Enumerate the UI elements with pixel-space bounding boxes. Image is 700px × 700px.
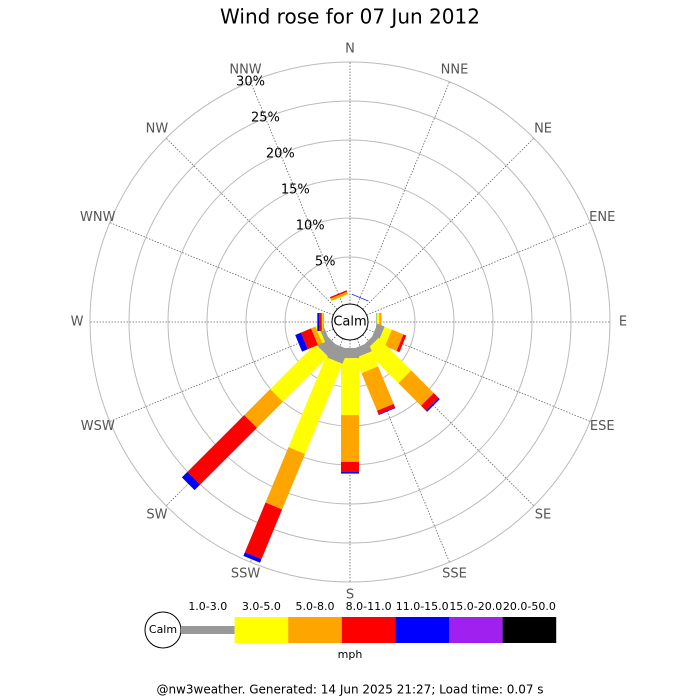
direction-label: SSW (231, 567, 261, 582)
bar-segment (295, 332, 308, 352)
bar-segment (311, 326, 323, 346)
bar-segment (341, 415, 359, 462)
bar-segment (317, 313, 320, 331)
direction-label: SSE (442, 567, 467, 582)
direction-label: SE (535, 508, 551, 523)
bar-segment (244, 502, 283, 560)
direction-label: ENE (589, 210, 615, 225)
bar-segment (421, 393, 439, 411)
spoke (109, 222, 334, 316)
legend-swatch (181, 626, 235, 634)
direction-label: NW (146, 121, 169, 136)
legend-swatch (234, 617, 289, 643)
direction-label: S (346, 588, 354, 603)
legend-swatch (341, 617, 396, 643)
spoke (109, 328, 334, 422)
spoke (366, 222, 591, 316)
spoke (356, 81, 450, 306)
grid-ring (89, 61, 611, 583)
spoke (362, 137, 535, 310)
legend-swatch (502, 617, 557, 643)
legend-label: 1.0-3.0 (188, 600, 227, 613)
legend-label: 11.0-15.0 (396, 600, 449, 613)
direction-label: WSW (81, 419, 115, 434)
legend-calm-label: Calm (149, 623, 177, 636)
bar-segment (330, 291, 349, 301)
legend-label: 8.0-11.0 (346, 600, 392, 613)
legend-label: 15.0-20.0 (449, 600, 502, 613)
legend-label: 3.0-5.0 (242, 600, 281, 613)
bar-segment (341, 358, 359, 416)
bar-segment (329, 290, 348, 299)
bar-segment (181, 471, 201, 491)
r-tick-label: 15% (281, 182, 310, 197)
bar-segment (288, 356, 343, 454)
r-tick-label: 10% (296, 218, 325, 233)
direction-label: WNW (80, 210, 116, 225)
chart-title: Wind rose for 07 Jun 2012 (220, 5, 480, 29)
direction-label: NNW (229, 62, 261, 77)
bar-segment (341, 348, 359, 359)
legend-label: 5.0-8.0 (296, 600, 335, 613)
direction-label: SW (146, 508, 167, 523)
bar-segment (396, 334, 407, 353)
bar-segment (270, 343, 329, 402)
r-tick-label: 20% (266, 146, 295, 161)
direction-label: W (71, 315, 84, 330)
r-tick-label: 30% (236, 74, 265, 89)
legend-label: 20.0-50.0 (503, 600, 556, 613)
calm-label: Calm (333, 315, 366, 330)
legend-swatch (449, 617, 503, 643)
bar-segment (331, 293, 349, 302)
bar-segment (244, 389, 283, 428)
footer: @nw3weather. Generated: 14 Jun 2025 21:2… (156, 683, 543, 697)
r-tick-label: 25% (251, 110, 280, 125)
bar-segment (398, 370, 434, 406)
spoke (366, 328, 591, 422)
bar-segment (300, 328, 318, 350)
calm-circle (331, 303, 369, 341)
bar-segment (377, 403, 396, 415)
bar-segment (243, 552, 262, 563)
grid-ring (128, 100, 572, 544)
bar-segment (341, 461, 359, 473)
legend-swatch (288, 617, 342, 643)
bar-segment (351, 293, 369, 302)
direction-label: NNE (441, 62, 469, 77)
bar-segment (265, 447, 306, 510)
bar-segment (341, 472, 359, 474)
bar-segment (321, 313, 323, 331)
r-tick-label: 5% (315, 254, 336, 269)
direction-label: NE (534, 121, 552, 136)
bar-segment (355, 351, 379, 374)
grid-ring (167, 139, 533, 505)
unit-label: mph (338, 648, 363, 661)
bar-segment (187, 415, 257, 485)
legend-swatch (395, 617, 449, 643)
bar-segment (319, 313, 322, 331)
direction-label: N (345, 42, 355, 57)
bar-segment (316, 313, 318, 331)
bar-segment (378, 407, 396, 416)
bar-segment (323, 313, 324, 331)
direction-label: ESE (590, 419, 615, 434)
bar-segment (365, 337, 412, 384)
bar-segment (361, 366, 394, 411)
spoke (165, 137, 338, 310)
bar-segment (322, 313, 324, 331)
direction-label: E (619, 315, 627, 330)
bar-segment (384, 329, 404, 352)
bar-segment (425, 397, 440, 412)
spoke (250, 81, 344, 306)
